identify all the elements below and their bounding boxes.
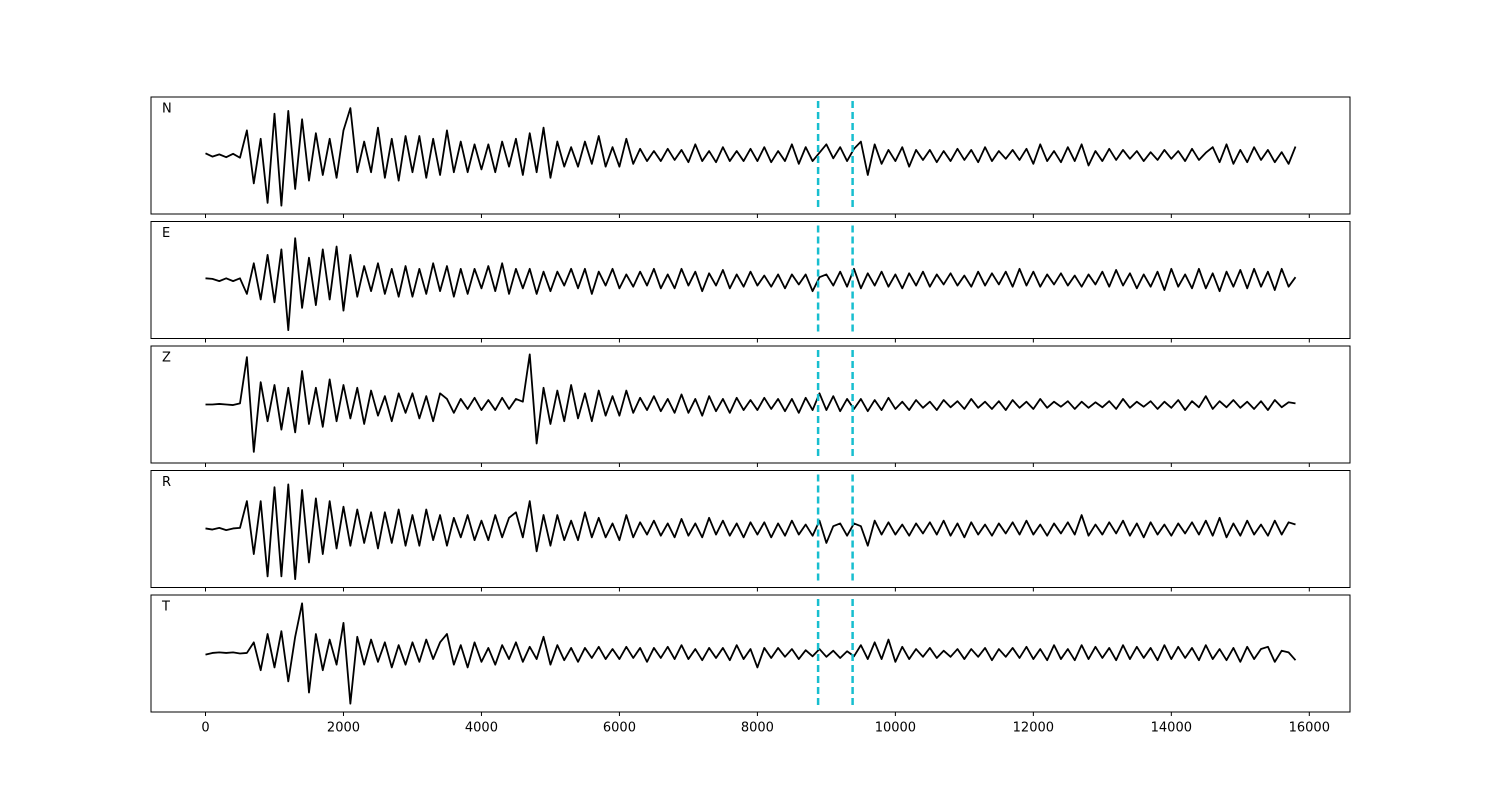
x-tick-label: 8000 xyxy=(741,721,774,736)
x-tick-label: 6000 xyxy=(603,721,636,736)
trace-line xyxy=(205,107,1297,207)
panel-frame xyxy=(150,345,1351,464)
trace-line xyxy=(205,602,1297,705)
x-tick-label: 14000 xyxy=(1151,721,1192,736)
x-tick-label: 10000 xyxy=(875,721,916,736)
x-tick-label: 4000 xyxy=(465,721,498,736)
trace-line xyxy=(205,483,1296,581)
panel-label: T xyxy=(161,600,170,615)
panel-frame xyxy=(150,96,1351,215)
panel-label: E xyxy=(162,226,170,241)
panel-label: N xyxy=(162,102,172,117)
panel-label: R xyxy=(162,475,171,490)
x-tick-label: 0 xyxy=(201,721,209,736)
x-tick-label: 16000 xyxy=(1289,721,1330,736)
trace-line xyxy=(205,237,1297,332)
panel-frame xyxy=(150,221,1351,339)
panel-label: Z xyxy=(162,351,171,366)
trace-line xyxy=(205,353,1296,453)
x-tick-label: 12000 xyxy=(1013,721,1054,736)
x-tick-label: 2000 xyxy=(327,721,360,736)
panel-frame xyxy=(150,470,1351,588)
panel-frame xyxy=(150,594,1351,713)
